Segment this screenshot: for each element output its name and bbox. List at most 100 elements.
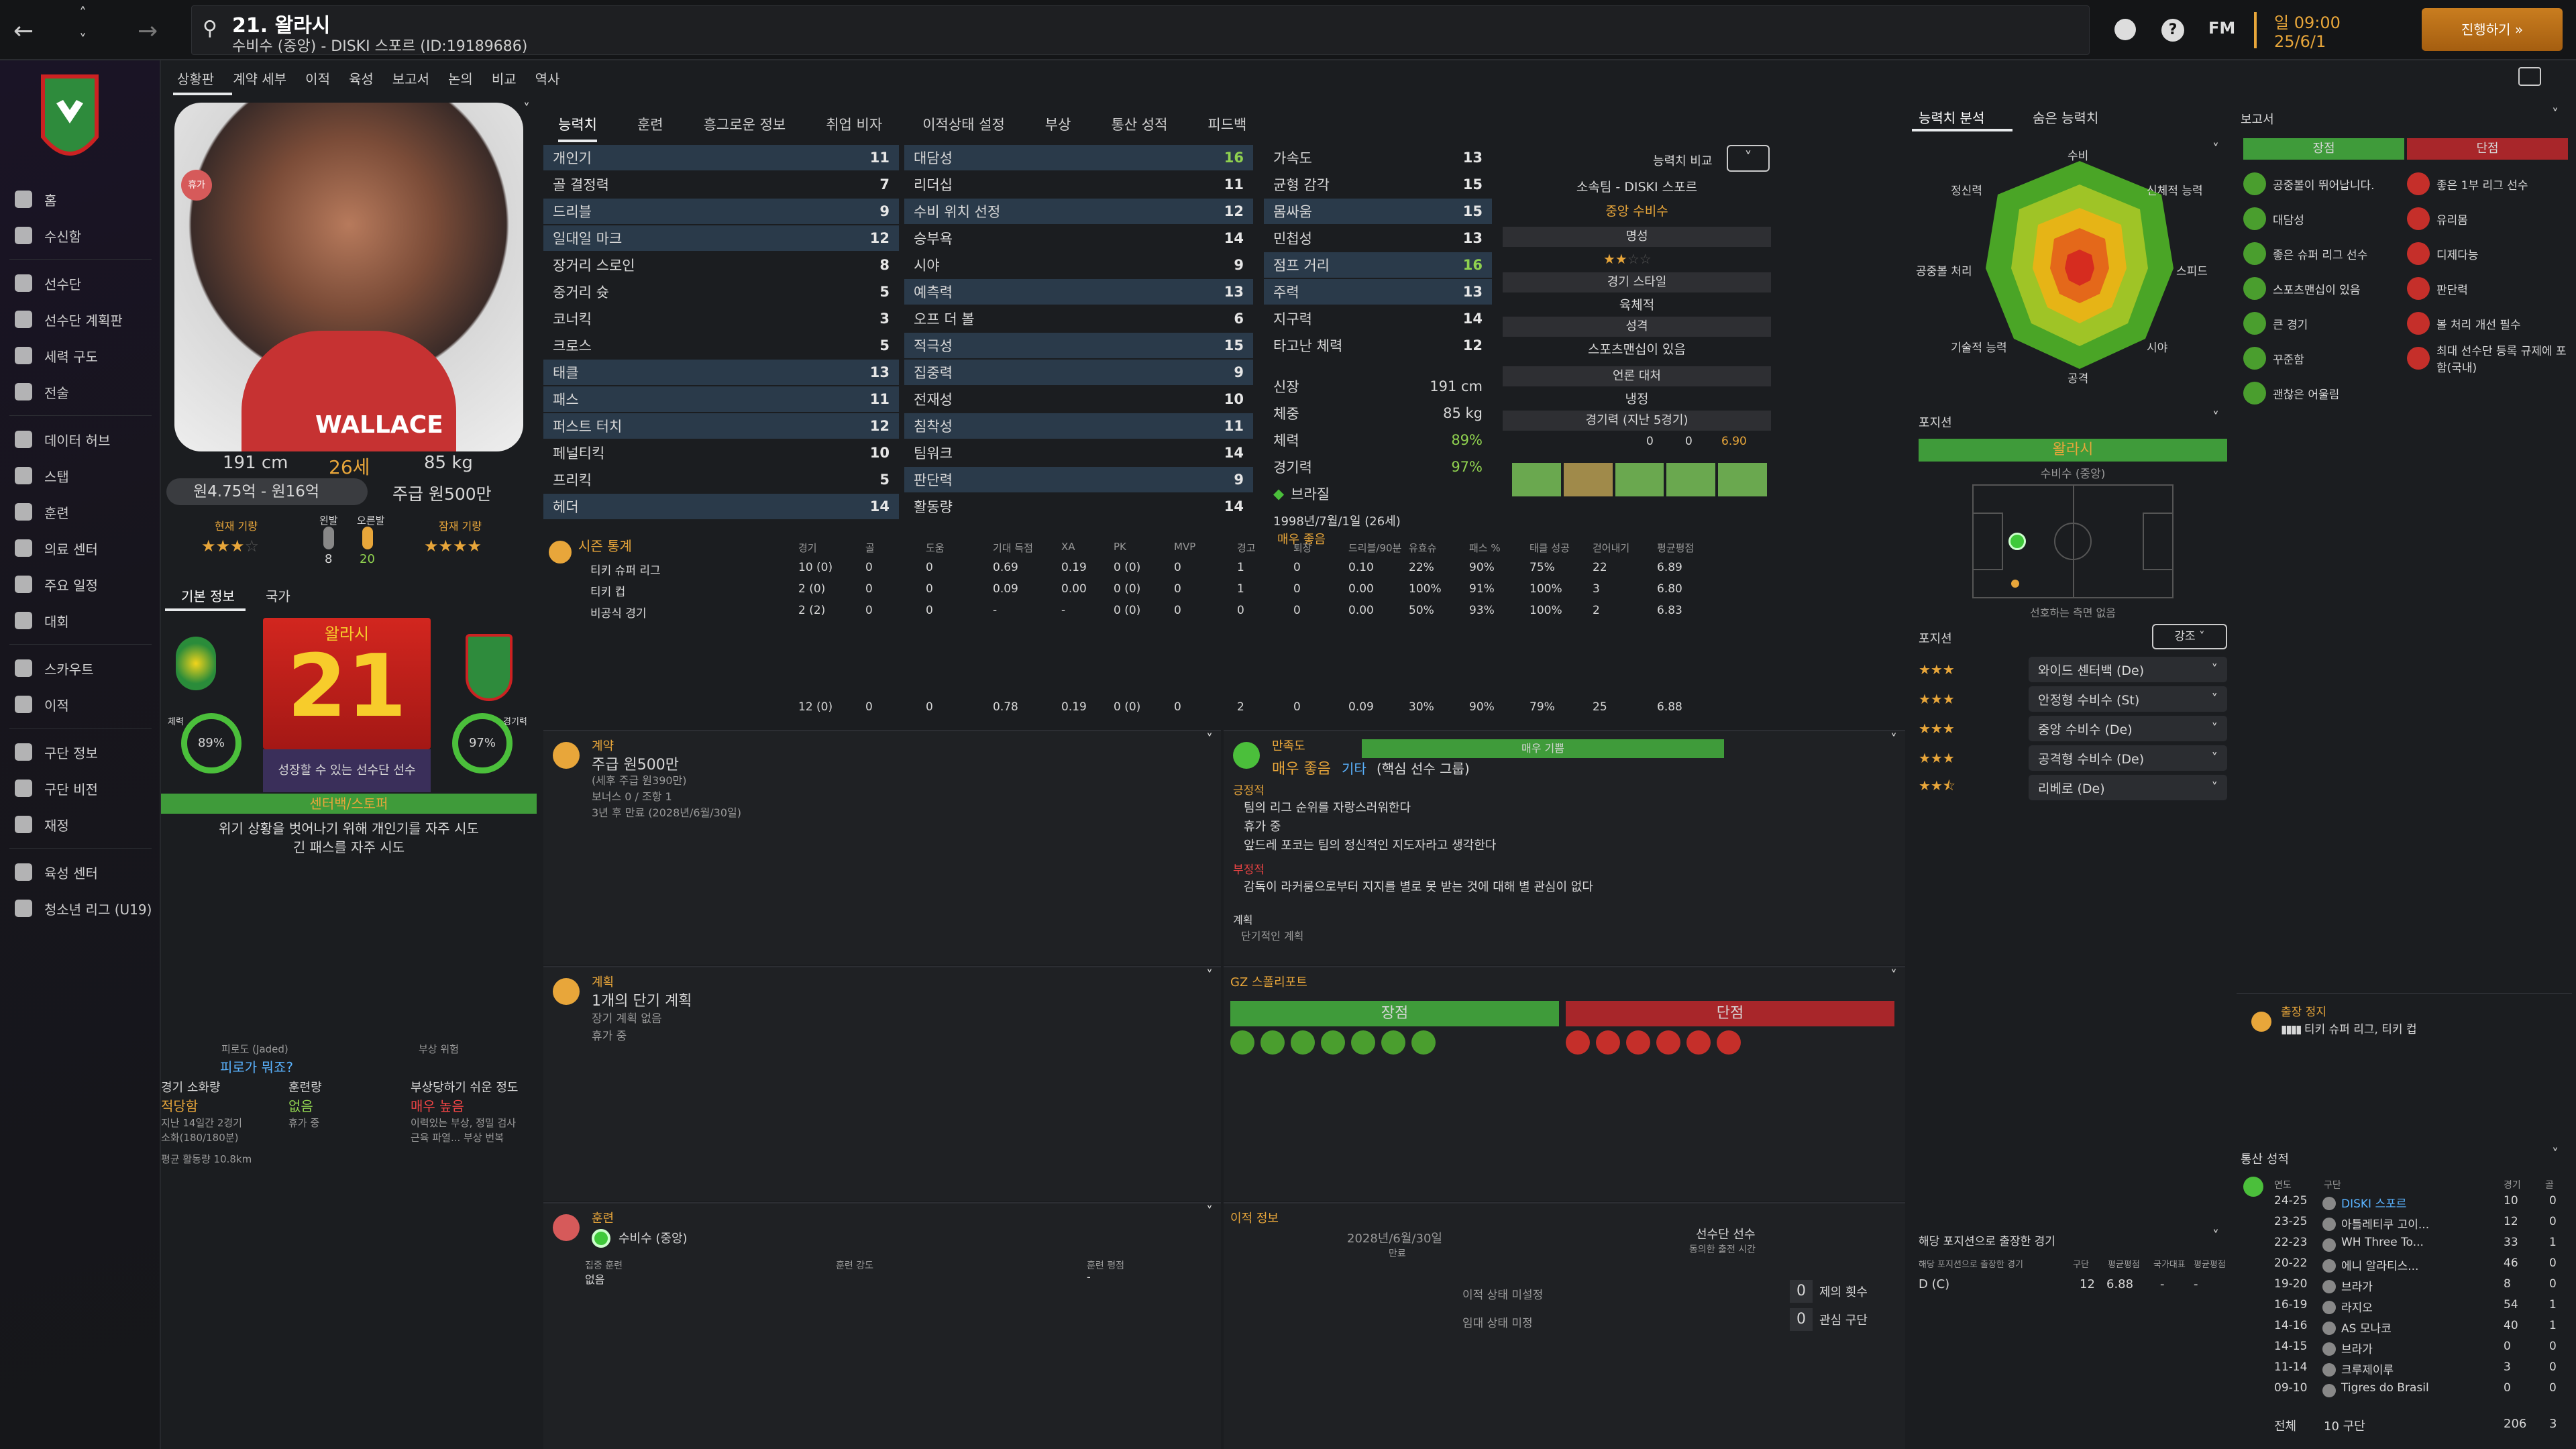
sidebar-item-training[interactable]: 훈련 [0, 494, 161, 530]
registration-icon[interactable] [1717, 1030, 1741, 1055]
attribute-row[interactable]: 승부욕 14 [904, 225, 1253, 252]
attribute-row[interactable]: 드리블 9 [543, 199, 899, 225]
nav-down-icon[interactable]: ˅ [79, 32, 87, 49]
role-row[interactable]: ★★★ 공격형 수비수 (De) ˅ [1919, 743, 2227, 773]
dribble-icon[interactable] [1626, 1030, 1650, 1055]
attribute-row[interactable]: 개인기 11 [543, 145, 899, 172]
attribute-row[interactable]: 골 결정력 7 [543, 172, 899, 199]
satisfaction-title[interactable]: 만족도 [1272, 739, 1305, 753]
attribute-row[interactable]: 집중력 9 [904, 360, 1253, 386]
season-stats-title[interactable]: 시즌 통계 [578, 538, 632, 554]
fatigue-value[interactable]: 피로가 뭐죠? [220, 1059, 293, 1075]
attribute-row[interactable]: 활동량 14 [904, 494, 1253, 521]
contract-chevron-icon[interactable]: ˅ [1206, 731, 1213, 747]
career-club[interactable]: AS 모나코 [2341, 1322, 2392, 1336]
report-chevron-icon[interactable]: ˅ [2552, 106, 2559, 122]
tab-ability[interactable]: 능력치 분석 [1919, 110, 1985, 126]
table-row[interactable]: 24-25 DISKI 스포르 10 0 [2274, 1194, 2569, 1214]
roles-dropdown[interactable]: 강조 ˅ [2152, 624, 2227, 649]
sidebar-item-home[interactable]: 홈 [0, 181, 161, 217]
judgment-icon[interactable] [1656, 1030, 1680, 1055]
attribute-row[interactable]: 리더십 11 [904, 172, 1253, 199]
attribute-row[interactable]: 장거리 스로인 8 [543, 252, 899, 279]
report-item[interactable]: 괜찮은 어울림 [2243, 376, 2404, 411]
pitch-diagram[interactable] [1972, 484, 2174, 598]
header-tab-0[interactable]: 상황판 [177, 71, 215, 87]
table-row[interactable]: 티키 슈퍼 리그 10 (0) 0 0 0.69 0.19 0 (0) 0 1 0 0.10 22% 9… [577, 561, 1771, 581]
position-chevron-icon[interactable]: ˅ [2212, 409, 2219, 425]
attribute-row[interactable]: 프리킥 5 [543, 467, 899, 494]
sidebar-item-squad[interactable]: 선수단 [0, 265, 161, 301]
handshake-icon[interactable] [1321, 1030, 1345, 1055]
attribute-row[interactable]: 일대일 마크 12 [543, 225, 899, 252]
plans-chevron-icon[interactable]: ˅ [1206, 967, 1213, 983]
attribute-row[interactable]: 오프 더 볼 6 [904, 306, 1253, 333]
attribute-row[interactable]: 점프 거리 16 [1264, 252, 1492, 279]
tab-basic-info[interactable]: 기본 정보 [181, 588, 235, 604]
sidebar-item-data-hub[interactable]: 데이터 허브 [0, 421, 161, 458]
sidebar-item-club-vision[interactable]: 구단 비전 [0, 770, 161, 806]
trophy-icon[interactable] [1351, 1030, 1375, 1055]
search-bar[interactable]: ⚲ 21. 왈라시 수비수 (중앙) - DISKI 스포르 (ID:19189… [191, 5, 2090, 55]
table-row[interactable]: 14-16 AS 모나코 40 1 [2274, 1319, 2569, 1339]
scout-title[interactable]: GZ 스폴리포트 [1230, 975, 1307, 989]
table-row[interactable]: 14-15 브라가 0 0 [2274, 1340, 2569, 1360]
aerial-icon[interactable] [1230, 1030, 1254, 1055]
attribute-row[interactable]: 시야 9 [904, 252, 1253, 279]
role-dropdown[interactable]: 안정형 수비수 (St) ˅ [2029, 686, 2227, 712]
attribute-row[interactable]: 헤더 14 [543, 494, 899, 521]
career-club[interactable]: 브라가 [2341, 1281, 2373, 1294]
career-club[interactable]: 브라가 [2341, 1343, 2373, 1356]
back-arrow-icon[interactable]: ← [13, 17, 34, 45]
skull-icon[interactable] [2114, 19, 2136, 40]
attribute-row[interactable]: 수비 위치 선정 12 [904, 199, 1253, 225]
attribute-row[interactable]: 중거리 슛 5 [543, 279, 899, 306]
table-row[interactable]: 23-25 아틀레티쿠 고이... 12 0 [2274, 1215, 2569, 1235]
training-title[interactable]: 훈련 [592, 1212, 614, 1226]
attribute-tab-4[interactable]: 이적상태 설정 [922, 117, 1005, 133]
club-crest[interactable] [36, 70, 103, 177]
attribute-row[interactable]: 페널티킥 10 [543, 440, 899, 467]
role-row[interactable]: ★★★ 안정형 수비수 (St) ˅ [1919, 684, 2227, 714]
attribute-row[interactable]: 태클 13 [543, 360, 899, 386]
sidebar-item-tactics[interactable]: 전술 [0, 374, 161, 410]
table-row[interactable]: 19-20 브라가 8 0 [2274, 1277, 2569, 1297]
header-tab-1[interactable]: 계약 세부 [233, 71, 287, 87]
table-row[interactable]: 16-19 라지오 54 1 [2274, 1298, 2569, 1318]
attribute-row[interactable]: 크로스 5 [543, 333, 899, 360]
attribute-row[interactable]: 예측력 13 [904, 279, 1253, 306]
attribute-tab-0[interactable]: 능력치 [558, 114, 597, 142]
attribute-tab-1[interactable]: 훈련 [637, 117, 663, 133]
tab-nation[interactable]: 국가 [266, 588, 290, 604]
report-item[interactable]: 스포츠맨십이 있음 [2243, 271, 2404, 306]
table-row[interactable]: 20-22 에니 알라티스... 46 0 [2274, 1256, 2569, 1277]
attribute-row[interactable]: 균형 감각 15 [1264, 172, 1492, 199]
attribute-tab-7[interactable]: 피드백 [1208, 117, 1247, 133]
report-item[interactable]: 대담성 [2243, 201, 2404, 236]
sidebar-item-staff[interactable]: 스탭 [0, 458, 161, 494]
vacation-badge[interactable]: 휴가 [181, 170, 212, 201]
help-icon[interactable]: ? [2161, 19, 2184, 42]
attribute-tab-5[interactable]: 부상 [1044, 117, 1071, 133]
header-tab-4[interactable]: 보고서 [392, 71, 429, 87]
career-club[interactable]: 아틀레티쿠 고이... [2341, 1218, 2430, 1232]
role-dropdown[interactable]: 와이드 센터백 (De) ˅ [2029, 657, 2227, 682]
report-item[interactable]: 판단력 [2407, 271, 2568, 306]
report-item[interactable]: 좋은 1부 리그 선수 [2407, 166, 2568, 201]
transfer-title[interactable]: 이적 정보 [1230, 1212, 1279, 1226]
report-item[interactable]: 유리몸 [2407, 201, 2568, 236]
target-icon[interactable] [1381, 1030, 1405, 1055]
collapse-chevron-icon[interactable]: ˅ [523, 101, 530, 117]
attribute-row[interactable]: 퍼스트 터치 12 [543, 413, 899, 440]
plans-title[interactable]: 계획 [592, 975, 614, 989]
training-chevron-icon[interactable]: ˅ [1206, 1203, 1213, 1220]
role-dropdown[interactable]: 중앙 수비수 (De) ˅ [2029, 716, 2227, 741]
report-item[interactable]: 볼 처리 개선 필수 [2407, 306, 2568, 341]
career-club[interactable]: 에니 알라티스... [2341, 1260, 2419, 1273]
attribute-row[interactable]: 주력 13 [1264, 279, 1492, 306]
group-icon[interactable] [1411, 1030, 1436, 1055]
sidebar-item-schedule[interactable]: 주요 일정 [0, 566, 161, 602]
career-club[interactable]: DISKI 스포르 [2341, 1197, 2407, 1211]
table-row[interactable]: 09-10 Tigres do Brasil 0 0 [2274, 1381, 2569, 1401]
sidebar-item-youth-league[interactable]: 청소년 리그 (U19) [0, 890, 161, 926]
